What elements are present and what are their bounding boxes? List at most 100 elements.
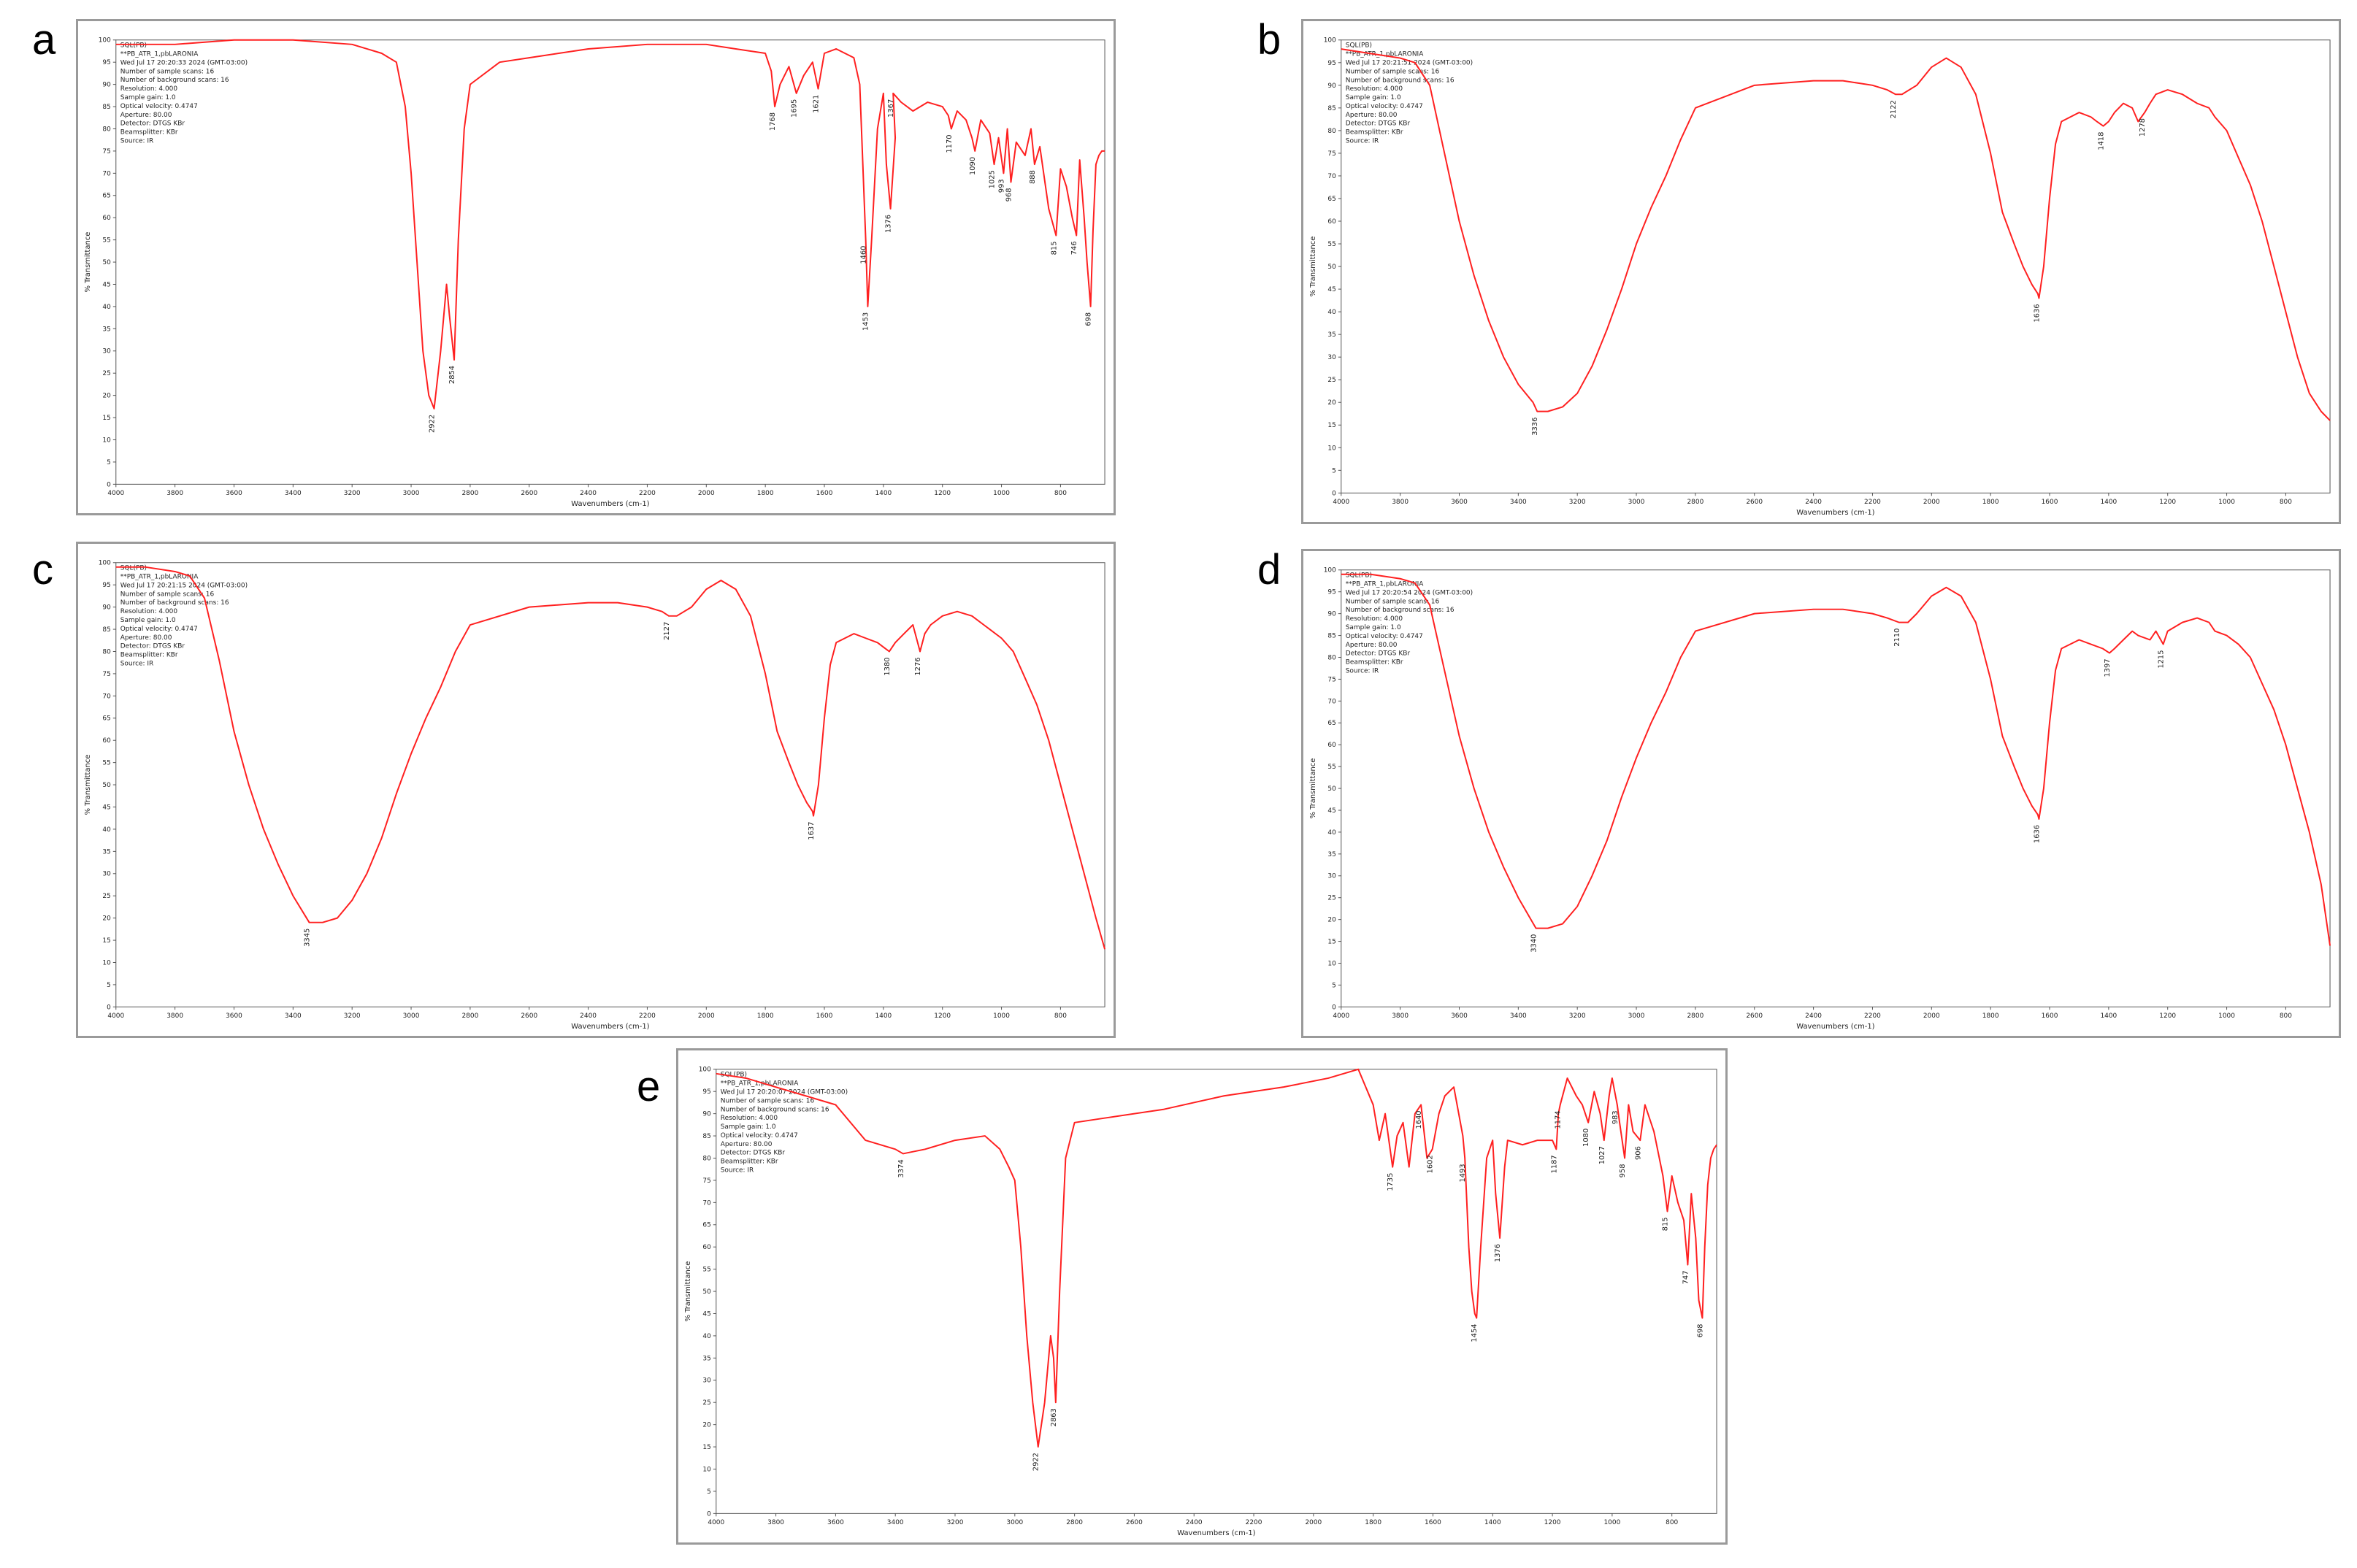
peak-label: 1278 [2139, 118, 2147, 137]
y-tick-label: 85 [1327, 105, 1335, 112]
y-tick-label: 70 [102, 170, 111, 177]
instrument-info-line: Wed Jul 17 20:21:51 2024 (GMT-03:00) [1346, 59, 1473, 66]
y-tick-label: 75 [102, 148, 110, 155]
x-tick-label: 4000 [107, 1012, 124, 1020]
plot-frame [716, 1069, 1717, 1514]
peak-label: 906 [1634, 1146, 1642, 1160]
y-tick-label: 90 [1327, 82, 1336, 90]
y-tick-label: 95 [702, 1088, 710, 1096]
x-tick-label: 1600 [1425, 1519, 1441, 1526]
spectrum-series-line [115, 566, 1106, 950]
peak-label: 1637 [808, 822, 816, 840]
instrument-info-line: Aperture: 80.00 [1346, 112, 1398, 119]
y-tick-label: 65 [102, 715, 110, 723]
x-tick-label: 1800 [1982, 499, 1999, 506]
x-tick-label: 2600 [1746, 1012, 1763, 1020]
peak-label: 1460 [860, 246, 868, 264]
instrument-info-line: Wed Jul 17 20:20:33 2024 (GMT-03:00) [120, 59, 248, 66]
y-tick-label: 5 [1332, 982, 1336, 989]
x-tick-label: 2000 [1923, 1012, 1940, 1020]
y-tick-label: 20 [102, 393, 111, 400]
instrument-info-line: SQL(PB) [120, 42, 147, 50]
y-tick-label: 65 [102, 193, 110, 200]
peak-label: 1376 [885, 215, 893, 233]
y-tick-label: 5 [107, 459, 111, 466]
x-tick-label: 3000 [1628, 1012, 1645, 1020]
peak-label: 1768 [769, 112, 777, 131]
panel-letter-c: c [32, 546, 53, 593]
y-tick-label: 90 [1327, 611, 1336, 618]
instrument-info-line: **PB_ATR_1,pbLARONIA [1346, 51, 1424, 58]
y-tick-label: 40 [1327, 829, 1336, 837]
x-tick-label: 1200 [2159, 1012, 2176, 1020]
instrument-info-line: Number of background scans: 16 [120, 599, 229, 607]
y-tick-label: 85 [702, 1133, 710, 1140]
instrument-info-line: Source: IR [120, 138, 154, 145]
y-tick-label: 45 [102, 281, 110, 288]
y-tick-label: 45 [1327, 286, 1335, 293]
y-tick-label: 40 [102, 826, 111, 834]
instrument-info-line: Aperture: 80.00 [1346, 642, 1398, 649]
x-tick-label: 2800 [1687, 1012, 1703, 1020]
y-tick-label: 15 [102, 937, 110, 945]
peak-label: 1276 [914, 657, 922, 675]
spectrum-chart-a: 0 5 10 15 20 25 30 35 40 45 50 55 60 65 70 75 80 85 90 95 10… [84, 37, 1105, 508]
x-tick-label: 4000 [107, 490, 124, 497]
y-tick-label: 100 [99, 560, 111, 567]
instrument-info-line: Detector: DTGS KBr [721, 1150, 786, 1157]
y-tick-label: 15 [1327, 939, 1335, 946]
y-tick-label: 45 [102, 804, 110, 811]
spectrum-panel-e: 0 5 10 15 20 25 30 35 40 45 50 55 60 65 70 75 80 85 90 95 10… [676, 1048, 1728, 1545]
y-axis-label: % Transmittance [84, 755, 92, 815]
instrument-info-line: Source: IR [1346, 668, 1379, 675]
instrument-info-line: Optical velocity: 0.4747 [721, 1132, 798, 1140]
instrument-info-line: Beamsplitter: KBr [1346, 659, 1403, 666]
y-tick-label: 75 [1327, 150, 1335, 158]
x-tick-label: 2200 [1246, 1519, 1262, 1526]
peak-label: 1621 [812, 95, 820, 113]
instrument-info-line: Detector: DTGS KBr [1346, 120, 1411, 128]
x-tick-label: 1200 [934, 490, 951, 497]
x-tick-label: 3800 [166, 1012, 183, 1020]
x-tick-label: 2600 [1746, 499, 1763, 506]
x-tick-label: 2200 [1864, 1012, 1881, 1020]
y-tick-label: 30 [1327, 354, 1336, 361]
y-tick-label: 25 [1327, 377, 1335, 384]
instrument-info-line: Optical velocity: 0.4747 [1346, 103, 1423, 110]
peak-label: 1380 [884, 657, 892, 675]
peak-label: 1695 [791, 99, 799, 118]
peak-label: 1636 [2033, 825, 2041, 843]
y-tick-label: 35 [702, 1355, 710, 1362]
y-tick-label: 10 [102, 959, 111, 966]
x-tick-label: 3200 [1569, 1012, 1586, 1020]
y-tick-label: 80 [1327, 654, 1336, 661]
x-tick-label: 800 [2280, 1012, 2292, 1020]
peak-label: 1636 [2033, 304, 2041, 322]
peak-label: 1170 [946, 134, 954, 153]
x-tick-label: 3400 [887, 1519, 904, 1526]
peak-label: 888 [1029, 170, 1037, 184]
instrument-info-line: Sample gain: 1.0 [1346, 94, 1401, 101]
instrument-info-line: Optical velocity: 0.4747 [120, 626, 198, 633]
panel-letter-b: b [1257, 16, 1281, 64]
x-tick-label: 1400 [1484, 1519, 1501, 1526]
instrument-info-line: Resolution: 4.000 [721, 1115, 778, 1122]
y-tick-label: 30 [102, 348, 111, 356]
y-tick-label: 10 [702, 1466, 711, 1473]
x-tick-label: 1600 [2042, 1012, 2058, 1020]
x-tick-label: 1000 [993, 1012, 1010, 1020]
y-tick-label: 40 [702, 1333, 711, 1340]
y-tick-label: 5 [1332, 467, 1336, 474]
peak-label: 1174 [1555, 1110, 1563, 1129]
peak-label: 1454 [1471, 1324, 1479, 1342]
x-tick-label: 2800 [461, 490, 478, 497]
spectrum-series-line [1341, 48, 2331, 421]
x-tick-label: 4000 [708, 1519, 724, 1526]
y-tick-label: 25 [1327, 895, 1335, 902]
instrument-info-line: Wed Jul 17 20:21:15 2024 (GMT-03:00) [120, 582, 248, 589]
y-tick-label: 55 [102, 237, 110, 245]
x-tick-label: 1600 [2042, 499, 2058, 506]
x-tick-label: 1000 [993, 490, 1010, 497]
peak-label: 698 [1085, 312, 1093, 326]
instrument-info-line: Aperture: 80.00 [120, 112, 172, 119]
